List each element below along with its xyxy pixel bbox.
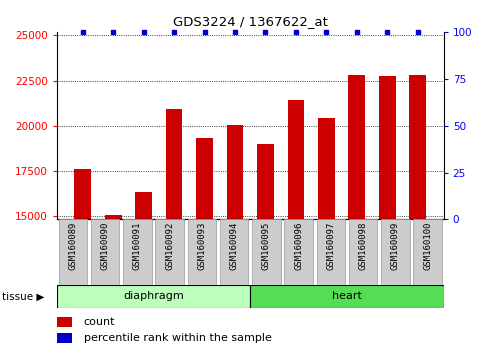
Text: percentile rank within the sample: percentile rank within the sample: [84, 333, 272, 343]
Text: GSM160099: GSM160099: [391, 222, 400, 270]
FancyBboxPatch shape: [91, 219, 119, 285]
Bar: [227, 125, 244, 219]
Text: GSM160094: GSM160094: [230, 222, 239, 270]
Title: GDS3224 / 1367622_at: GDS3224 / 1367622_at: [173, 15, 328, 28]
FancyBboxPatch shape: [188, 219, 216, 285]
Text: GSM160091: GSM160091: [133, 222, 142, 270]
Bar: [57, 317, 72, 327]
FancyBboxPatch shape: [252, 219, 281, 285]
Bar: [57, 285, 250, 308]
FancyBboxPatch shape: [123, 219, 151, 285]
Bar: [318, 119, 335, 219]
Text: GSM160089: GSM160089: [69, 222, 77, 270]
FancyBboxPatch shape: [349, 219, 377, 285]
FancyBboxPatch shape: [317, 219, 345, 285]
FancyBboxPatch shape: [381, 219, 410, 285]
Text: GSM160093: GSM160093: [197, 222, 207, 270]
FancyBboxPatch shape: [59, 219, 87, 285]
FancyBboxPatch shape: [220, 219, 248, 285]
Bar: [74, 169, 91, 219]
Text: GSM160090: GSM160090: [101, 222, 109, 270]
Bar: [250, 285, 444, 308]
Text: diaphragm: diaphragm: [123, 291, 184, 302]
Text: GSM160100: GSM160100: [423, 222, 432, 270]
Bar: [257, 144, 274, 219]
Bar: [287, 101, 304, 219]
Text: heart: heart: [332, 291, 362, 302]
Bar: [135, 192, 152, 219]
Text: GSM160095: GSM160095: [262, 222, 271, 270]
Text: GSM160098: GSM160098: [358, 222, 368, 270]
Bar: [349, 75, 365, 219]
FancyBboxPatch shape: [414, 219, 442, 285]
Text: GSM160096: GSM160096: [294, 222, 303, 270]
Text: GSM160092: GSM160092: [165, 222, 174, 270]
FancyBboxPatch shape: [155, 219, 184, 285]
Bar: [379, 76, 396, 219]
Bar: [105, 215, 121, 219]
Bar: [409, 75, 426, 219]
Text: GSM160097: GSM160097: [326, 222, 335, 270]
Text: tissue ▶: tissue ▶: [2, 291, 45, 302]
Text: count: count: [84, 317, 115, 327]
FancyBboxPatch shape: [284, 219, 313, 285]
Bar: [57, 333, 72, 343]
Bar: [166, 109, 182, 219]
Bar: [196, 138, 213, 219]
